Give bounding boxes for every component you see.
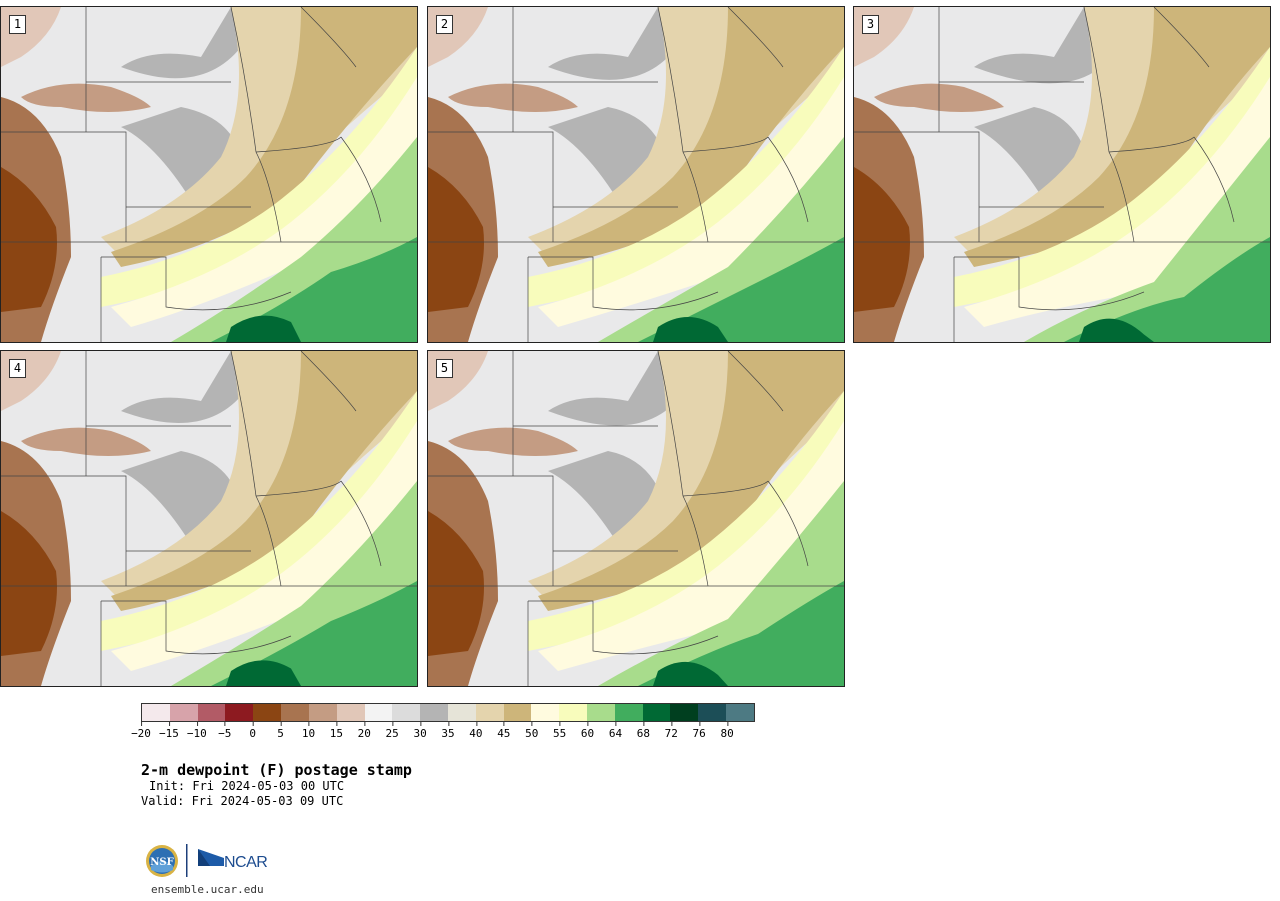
colorbar-swatch [475,704,504,721]
colorbar-swatch [364,704,393,721]
colorbar-tick-label: 20 [357,722,371,740]
colorbar-swatch [253,704,282,721]
colorbar-swatch [392,704,421,721]
colorbar-swatch [587,704,615,721]
colorbar-tick-label: 45 [497,722,511,740]
colorbar-tick-label: 40 [469,722,483,740]
colorbar-swatch [420,704,448,721]
panel-number: 5 [436,359,453,378]
colorbar-tick-label: 55 [553,722,567,740]
colorbar-swatch [559,704,587,721]
colorbar-swatch [503,704,532,721]
dewpoint-map [854,7,1270,342]
colorbar-swatch [197,704,226,721]
colorbar-tick-label: 5 [277,722,284,740]
map-panel-5: 5 [427,350,845,687]
panel-number: 4 [9,359,26,378]
map-panel-2: 2 [427,6,845,343]
nsf-ncar-logo: NSF NCAR [146,844,268,877]
valid-time: Valid: Fri 2024-05-03 09 UTC [141,794,344,808]
panel-number: 2 [436,15,453,34]
colorbar-swatch [726,704,754,721]
init-time: Init: Fri 2024-05-03 00 UTC [149,779,345,793]
website-link[interactable]: ensemble.ucar.edu [151,883,264,896]
colorbar-tick-label: 15 [329,722,343,740]
colorbar-tick-label: −20 [131,722,151,740]
panel-number: 3 [862,15,879,34]
logos: NSF NCAR [144,842,284,882]
map-panel-4: 4 [0,350,418,687]
colorbar-tick-label: 0 [249,722,256,740]
colorbar-swatch [447,704,476,721]
colorbar-tick-label: 10 [301,722,316,740]
colorbar-ticks: −20 −15 −10 −5 0 5 10 15 20 25 30 35 40 45 50 55 60 64 68 7… [131,722,755,740]
svg-text:NSF: NSF [150,857,173,868]
colorbar-tick-label: 25 [385,722,399,740]
figure-title: 2-m dewpoint (F) postage stamp [141,761,412,779]
colorbar-swatch [169,704,198,721]
colorbar [141,703,755,722]
colorbar-swatch [308,704,337,721]
colorbar-tick-label: 76 [692,722,706,740]
svg-text:NCAR: NCAR [224,854,267,871]
dewpoint-map [1,351,417,686]
colorbar-tick-label: 30 [413,722,427,740]
colorbar-swatch [225,704,254,721]
colorbar-tick-label: 60 [580,722,595,740]
colorbar-tick-label: 72 [664,722,678,740]
colorbar-tick-label: −5 [218,722,232,740]
nsf-logo-icon: NSF [146,845,178,877]
colorbar-tick-label: 35 [441,722,455,740]
colorbar-tick-label: 68 [636,722,650,740]
colorbar-tick-label: 64 [608,722,623,740]
colorbar-swatch [281,704,309,721]
colorbar-tick-label: 80 [720,722,734,740]
colorbar-swatch [531,704,560,721]
colorbar-tick-label: −15 [158,722,179,740]
map-panel-1: 1 [0,6,418,343]
colorbar-swatch [642,704,671,721]
dewpoint-map [428,351,844,686]
colorbar-tick-label: 50 [525,722,539,740]
dewpoint-map [1,7,417,342]
panel-number: 1 [9,15,26,34]
colorbar-swatch [670,704,699,721]
colorbar-tick-label: −10 [186,722,207,740]
colorbar-swatch [698,704,727,721]
ncar-logo-icon: NCAR [198,849,268,871]
dewpoint-map [428,7,844,342]
map-panel-3: 3 [853,6,1271,343]
colorbar-swatch [142,704,170,721]
colorbar-swatch [336,704,365,721]
colorbar-swatch [614,704,643,721]
